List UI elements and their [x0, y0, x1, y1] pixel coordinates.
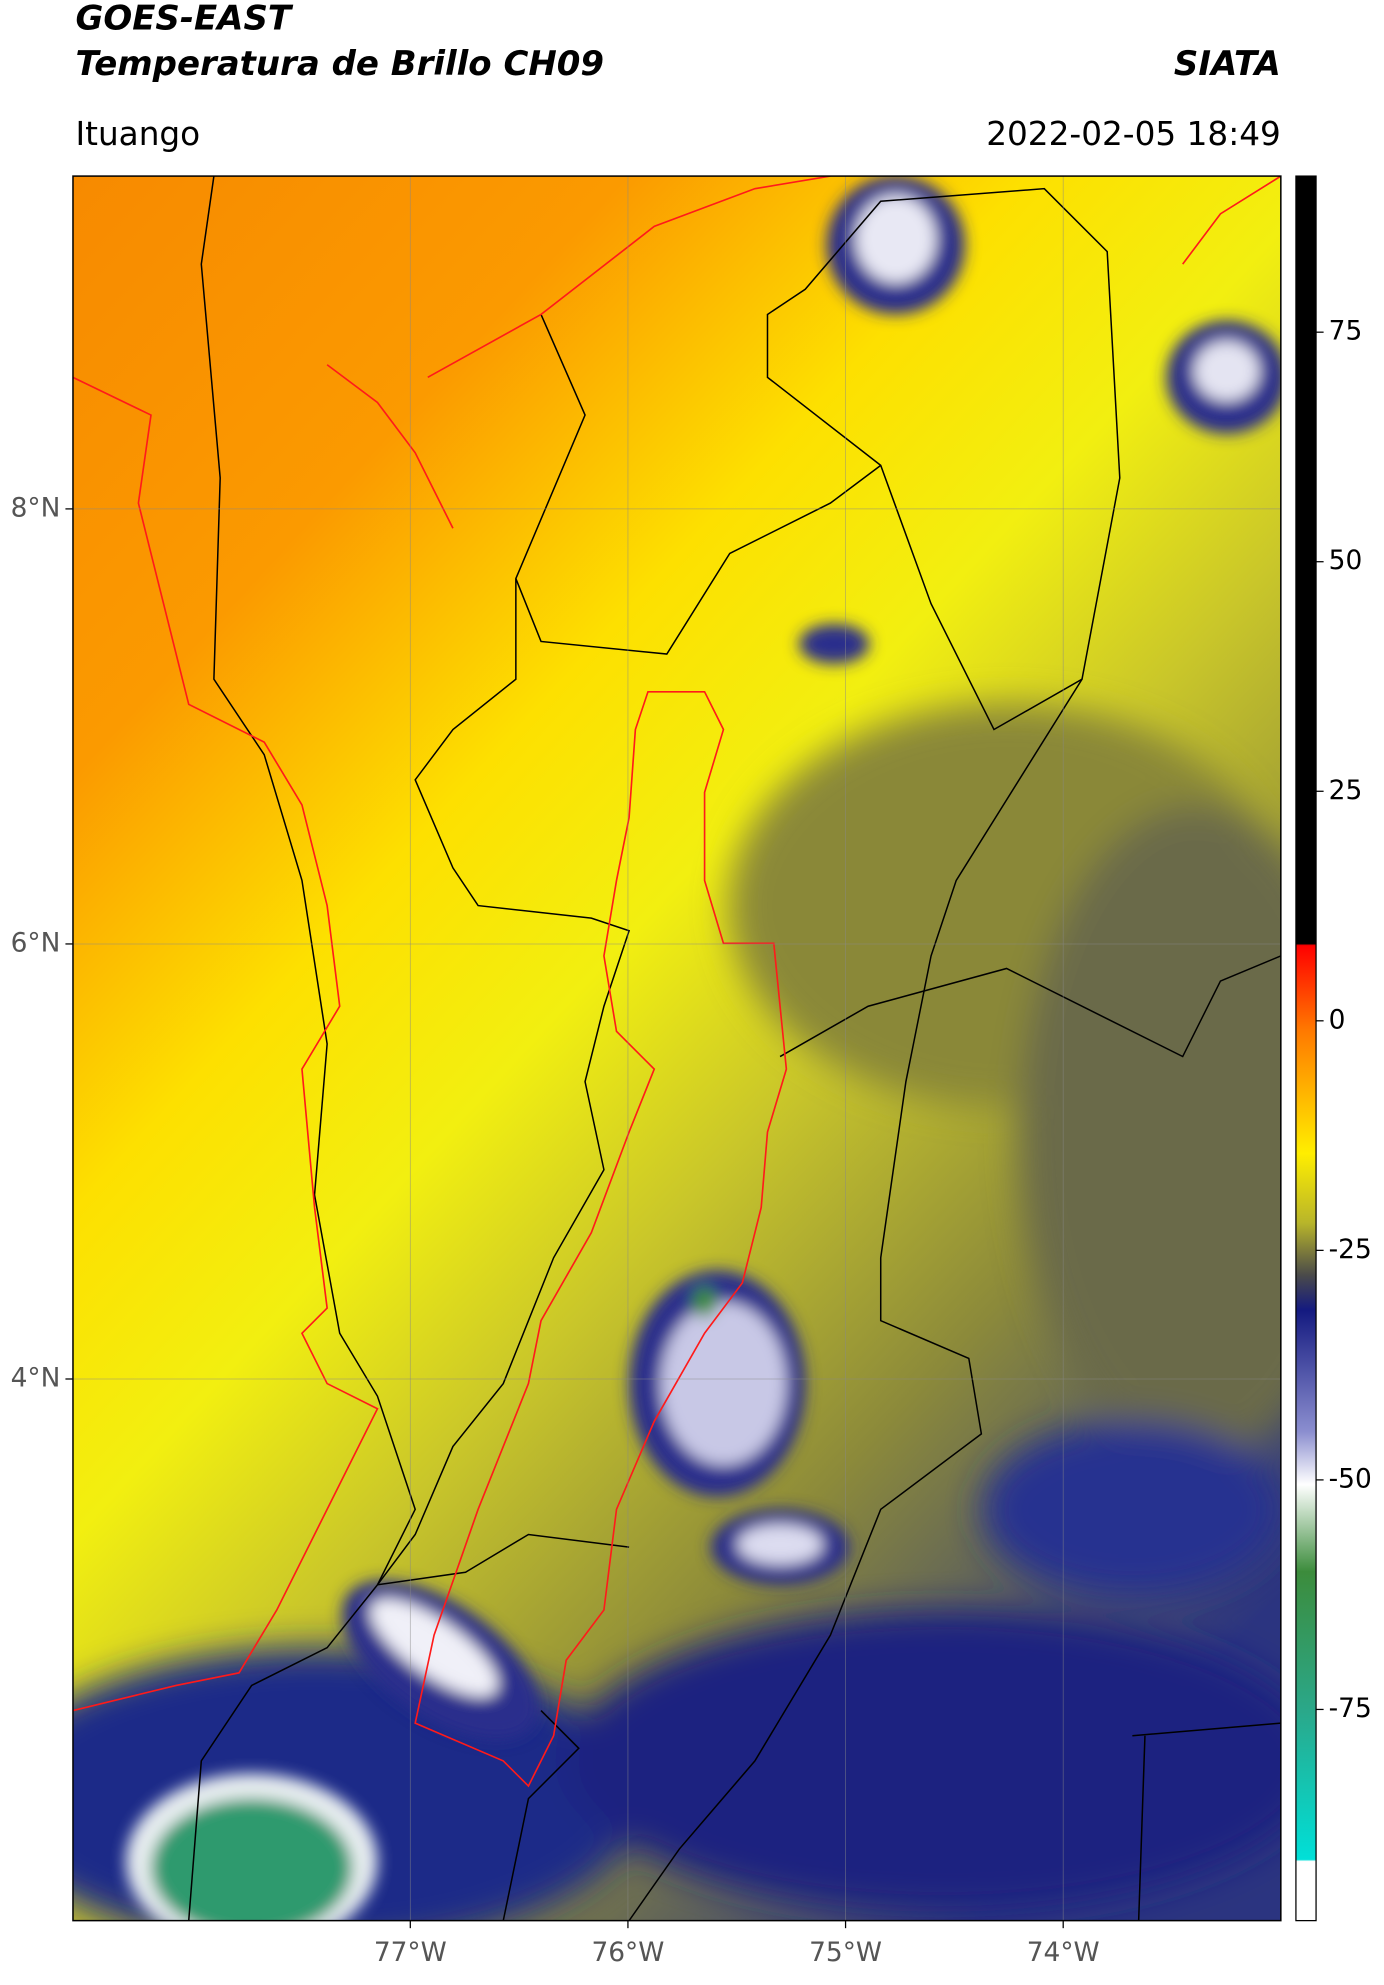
colorbar-tick-label: -25 — [1329, 1234, 1372, 1265]
colorbar-tick-label: -75 — [1329, 1693, 1372, 1724]
region: Ituango — [75, 115, 200, 153]
x-tick-label: 76°W — [591, 1937, 664, 1968]
colorbar-tick-label: 50 — [1329, 545, 1363, 576]
colorbar-tick-label: -50 — [1329, 1463, 1372, 1494]
y-tick-label: 6°N — [11, 927, 61, 958]
y-tick-label: 4°N — [11, 1362, 61, 1393]
x-tick-label: 77°W — [374, 1937, 447, 1968]
source: SIATA — [1174, 44, 1281, 84]
colorbar-tick-label: 0 — [1329, 1004, 1346, 1035]
colorbar-tick-label: 25 — [1329, 775, 1363, 806]
x-tick-label: 75°W — [809, 1937, 882, 1968]
y-tick-label: 8°N — [11, 492, 61, 523]
colorbar — [1295, 175, 1317, 1922]
colorbar-tick-label: 75 — [1329, 316, 1363, 347]
subtitle: Temperatura de Brillo CH09 — [75, 44, 604, 84]
map-frame — [72, 175, 1282, 1922]
datetime: 2022-02-05 18:49 — [986, 115, 1281, 153]
x-tick-label: 74°W — [1027, 1937, 1100, 1968]
title: GOES-EAST — [75, 0, 293, 39]
satellite-image — [72, 176, 1281, 1921]
